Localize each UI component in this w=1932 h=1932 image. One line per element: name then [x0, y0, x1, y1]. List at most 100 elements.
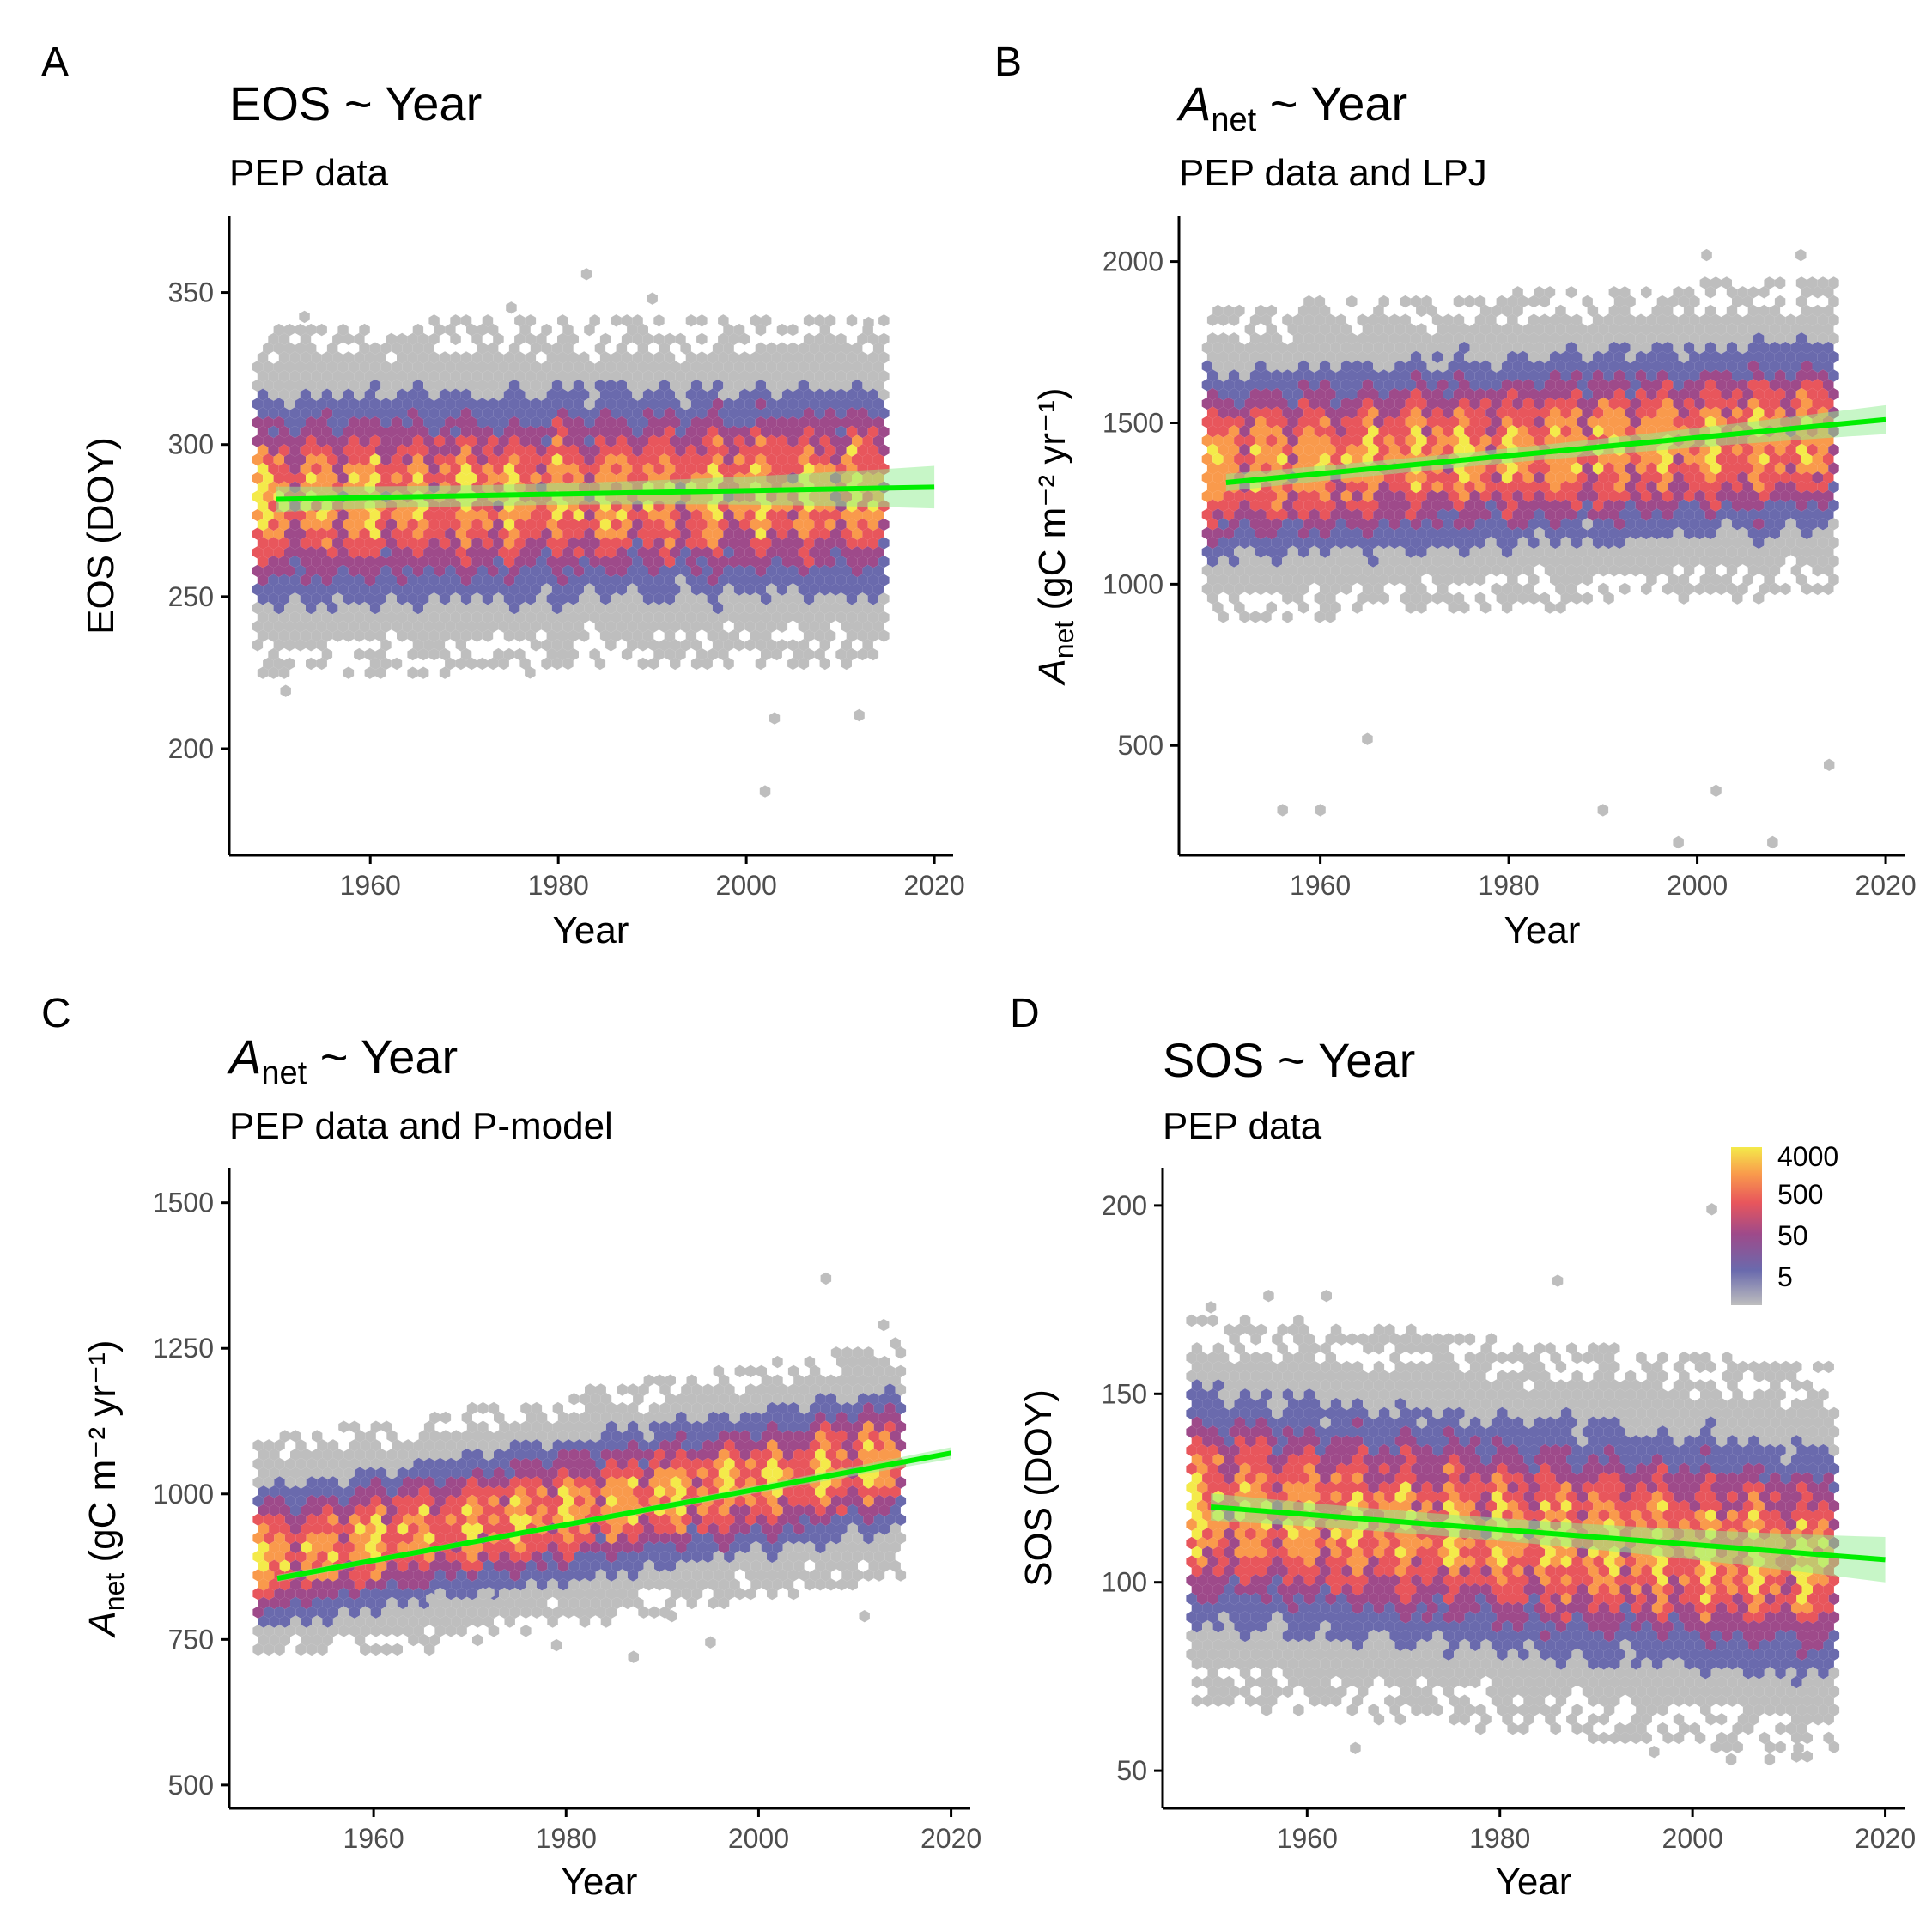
- hex-cell: [530, 379, 542, 392]
- hex-cell: [508, 453, 520, 466]
- hex-cell: [343, 351, 355, 364]
- hex-cell: [1812, 582, 1823, 596]
- hex-cell: [412, 323, 424, 337]
- hex-cell: [407, 555, 418, 568]
- hex-cell: [1453, 295, 1465, 308]
- hex-cell: [733, 434, 745, 447]
- hex-cell: [702, 546, 713, 559]
- hex-cell: [637, 323, 648, 337]
- hex-cell: [664, 537, 676, 550]
- hex-cell: [466, 398, 477, 410]
- hex-cell: [878, 518, 890, 532]
- hex-cell: [637, 453, 648, 466]
- hex-cell: [278, 518, 290, 532]
- hex-cell: [809, 361, 820, 374]
- hex-cell: [326, 379, 338, 392]
- hex-cell: [627, 379, 638, 392]
- hex-cell: [326, 508, 338, 522]
- hex-cell: [300, 592, 312, 605]
- hex-cell: [835, 407, 847, 420]
- hex-cell: [659, 546, 670, 559]
- hex-cell: [359, 583, 370, 596]
- hex-cell: [841, 453, 852, 466]
- hex-cell: [809, 508, 820, 522]
- hex-cell: [670, 416, 681, 429]
- hex-cell: [278, 369, 290, 383]
- hex-cell: [332, 407, 343, 420]
- hex-cell: [670, 361, 681, 374]
- hex-cell: [402, 508, 413, 522]
- hex-cell: [568, 574, 579, 586]
- hex-cell: [423, 601, 434, 615]
- hex-cell: [648, 398, 659, 410]
- hex-cell: [359, 434, 370, 447]
- outlier-hex: [1701, 248, 1712, 262]
- hex-cell: [584, 361, 595, 374]
- hex-cell: [712, 416, 724, 429]
- hex-cell: [482, 592, 494, 605]
- hex-cell: [872, 434, 884, 447]
- hex-cell: [471, 407, 483, 420]
- hex-cell: [488, 379, 499, 392]
- hex-cell: [263, 379, 274, 392]
- hex-cell: [295, 434, 306, 447]
- hex-cell: [460, 369, 472, 383]
- hex-cell: [252, 416, 264, 429]
- hex-cell: [498, 416, 509, 429]
- hex-cell: [872, 342, 884, 355]
- hex-cell: [402, 434, 413, 447]
- hex-cell: [348, 453, 360, 466]
- hex-cell: [627, 453, 638, 466]
- hex-cell: [857, 407, 868, 420]
- hex-cell: [814, 462, 825, 476]
- hex-cell: [803, 332, 815, 346]
- hex-cell: [798, 583, 810, 596]
- panel-title-c: Anet ~ Year: [227, 1030, 458, 1091]
- panel-subtitle-b: PEP data and LPJ: [1179, 152, 1487, 194]
- hex-cell: [867, 369, 879, 383]
- hex-cell: [375, 444, 386, 457]
- outlier-hex: [759, 785, 771, 798]
- hex-cell: [594, 416, 606, 429]
- hex-cell: [289, 537, 301, 550]
- hex-cell: [488, 527, 499, 540]
- hex-cell: [519, 601, 531, 615]
- hex-cell: [664, 462, 676, 476]
- hex-cell: [391, 583, 403, 596]
- hex-cell: [450, 332, 461, 346]
- hex-cell: [573, 601, 585, 615]
- hex-cell: [616, 471, 628, 485]
- hex-cell: [793, 407, 804, 420]
- hex-cell: [375, 351, 386, 364]
- hex-cell: [819, 527, 830, 540]
- hex-cell: [477, 657, 488, 671]
- panel-subtitle-c: PEP data and P-model: [229, 1105, 613, 1147]
- hex-cell: [391, 601, 403, 615]
- hex-cell: [514, 518, 526, 532]
- hex-cell: [675, 444, 686, 457]
- hex-cell: [852, 564, 863, 578]
- hex-cell: [354, 462, 365, 476]
- hex-cell: [477, 453, 488, 466]
- outlier-hex: [1597, 804, 1609, 817]
- hex-cell: [867, 555, 879, 568]
- hex-cell: [386, 444, 397, 457]
- hex-cell: [562, 379, 574, 392]
- hex-cell: [642, 462, 654, 476]
- hex-cell: [466, 601, 477, 615]
- hex-cell: [380, 546, 392, 559]
- hex-cell: [397, 518, 408, 532]
- hex-cell: [664, 555, 676, 568]
- hex-cell: [771, 574, 782, 586]
- hex-cell: [739, 388, 750, 401]
- hex-cell: [621, 332, 633, 346]
- hex-cell: [519, 379, 531, 392]
- hex-cell: [579, 555, 590, 568]
- hex-cell: [428, 388, 440, 401]
- hex-cell: [557, 574, 568, 586]
- hex-cell: [364, 537, 375, 550]
- hex-cell: [664, 425, 676, 439]
- hex-cell: [273, 323, 284, 337]
- hex-cell: [766, 398, 777, 410]
- hex-cell: [723, 398, 734, 410]
